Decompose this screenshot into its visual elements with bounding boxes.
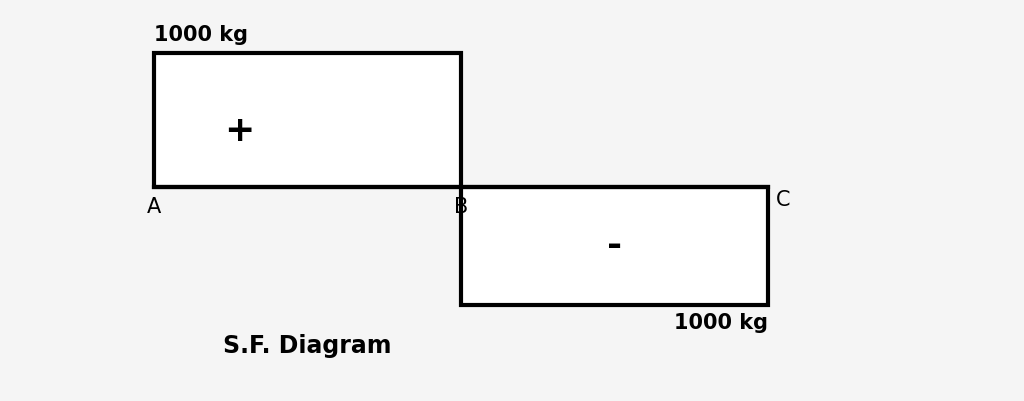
Text: C: C — [776, 190, 791, 210]
Text: -: - — [607, 229, 622, 263]
Text: B: B — [454, 197, 468, 217]
Text: A: A — [146, 197, 161, 217]
Bar — [154, 53, 461, 187]
Bar — [461, 187, 768, 305]
Text: 1000 kg: 1000 kg — [674, 313, 768, 333]
Text: 1000 kg: 1000 kg — [154, 25, 248, 45]
Text: +: + — [224, 114, 255, 148]
Text: S.F. Diagram: S.F. Diagram — [223, 334, 391, 358]
